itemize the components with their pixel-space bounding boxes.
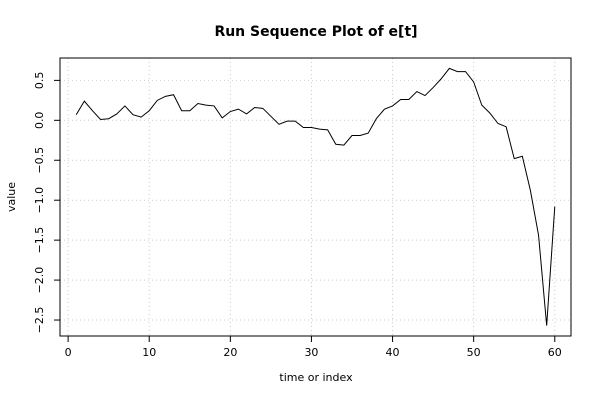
y-tick-label: −1.0 bbox=[33, 187, 46, 214]
x-tick-label: 60 bbox=[548, 346, 562, 359]
x-tick-label: 0 bbox=[65, 346, 72, 359]
y-tick-label: −2.0 bbox=[33, 267, 46, 294]
x-tick-label: 30 bbox=[304, 346, 318, 359]
y-tick-label: −1.5 bbox=[33, 227, 46, 254]
y-tick-label: 0.5 bbox=[33, 72, 46, 90]
x-tick-label: 20 bbox=[223, 346, 237, 359]
series-line bbox=[75, 67, 556, 326]
x-tick-label: 10 bbox=[142, 346, 156, 359]
x-tick-label: 50 bbox=[467, 346, 481, 359]
grid bbox=[60, 58, 571, 336]
y-axis-label: value bbox=[5, 182, 18, 212]
y-axis: 0.5 0.0 −0.5 −1.0 −1.5 −2.0 −2.5 bbox=[33, 72, 60, 334]
y-tick-label: −0.5 bbox=[33, 147, 46, 174]
chart-title: Run Sequence Plot of e[t] bbox=[214, 24, 417, 40]
y-tick-label: 0.0 bbox=[33, 112, 46, 130]
series-layer bbox=[75, 67, 556, 326]
y-tick-label: −2.5 bbox=[33, 307, 46, 334]
x-tick-label: 40 bbox=[386, 346, 400, 359]
plot-frame bbox=[59, 57, 572, 337]
x-axis: 0 10 20 30 40 50 60 bbox=[65, 336, 562, 359]
x-axis-label: time or index bbox=[279, 371, 353, 384]
